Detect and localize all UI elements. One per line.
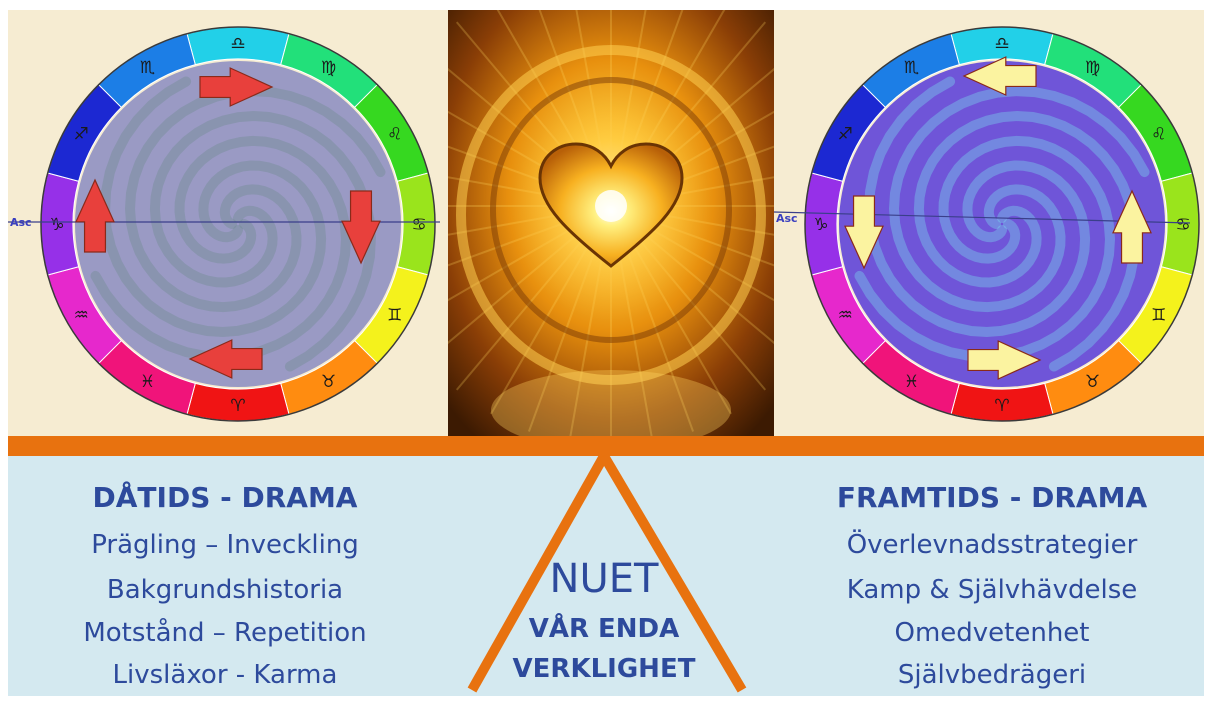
left-arrow-right xyxy=(199,67,274,107)
right-disc xyxy=(839,61,1165,387)
right-sign-glyph: ♊ xyxy=(1151,306,1166,326)
right-sign-glyph: ♈ xyxy=(994,396,1009,416)
left-sign-glyph: ♒ xyxy=(74,306,89,326)
right-sign-glyph: ♌ xyxy=(1151,125,1166,145)
left-arrow-left xyxy=(188,339,263,379)
left-sign-glyph: ♉ xyxy=(321,372,336,392)
left-sign-glyph: ♎ xyxy=(230,34,245,54)
left-sign-glyph: ♊ xyxy=(387,306,402,326)
left-arrow-down xyxy=(341,190,381,265)
right-swirl-arm xyxy=(864,76,1091,338)
right-swirl xyxy=(854,76,1150,372)
past-line-3: Motstånd – Repetition xyxy=(83,618,367,648)
now-line-1: VÅR ENDA xyxy=(528,614,680,644)
left-asc-label: Asc xyxy=(10,216,32,229)
right-arrow-right xyxy=(967,340,1042,380)
left-sign-glyph: ♍ xyxy=(321,58,336,78)
left-arrow-up xyxy=(75,178,115,253)
right-swirl-arm xyxy=(888,86,1150,313)
future-line-1: Överlevnadsstrategier xyxy=(846,530,1138,560)
right-sign-glyph: ♍ xyxy=(1085,58,1100,78)
right-swirl-arm xyxy=(913,110,1140,372)
heart-image xyxy=(448,10,774,440)
right-sign-glyph: ♏ xyxy=(904,58,919,78)
right-sign-glyph: ♐ xyxy=(838,125,853,145)
left-disc xyxy=(75,61,401,387)
left-swirl-arm xyxy=(100,76,327,338)
left-sign-glyph: ♐ xyxy=(74,125,89,145)
right-sign-glyph: ♉ xyxy=(1085,372,1100,392)
left-sign-glyph: ♋ xyxy=(411,215,426,235)
left-zodiac-wheel: ♎ ♍ ♌ ♋ ♊ ♉ ♈ ♓ ♒ ♑ ♐ ♏ Asc xyxy=(8,26,440,422)
text-panel xyxy=(8,456,1204,696)
right-asc-label: Asc xyxy=(776,212,798,225)
now-line-2: VERKLIGHET xyxy=(512,654,696,684)
top-panel: ♎ ♍ ♌ ♋ ♊ ♉ ♈ ♓ ♒ ♑ ♐ ♏ Asc xyxy=(8,10,1204,440)
right-sign-glyph: ♋ xyxy=(1175,215,1190,235)
future-line-4: Självbedrägeri xyxy=(897,660,1087,690)
left-swirl-arm xyxy=(90,135,352,362)
left-swirl-arm xyxy=(124,86,386,313)
future-line-2: Kamp & Självhävdelse xyxy=(846,575,1138,605)
right-arrow-down xyxy=(844,195,884,270)
right-swirl-arm xyxy=(854,135,1116,362)
right-arrow-up xyxy=(1112,189,1152,264)
left-sign-glyph: ♈ xyxy=(230,396,245,416)
right-sign-glyph: ♑ xyxy=(813,215,828,235)
past-line-4: Livsläxor - Karma xyxy=(112,660,338,690)
past-line-1: Prägling – Inveckling xyxy=(91,530,359,560)
left-sign-glyph: ♌ xyxy=(387,125,402,145)
now-title: NUET xyxy=(549,556,659,602)
future-line-3: Omedvetenhet xyxy=(894,618,1090,648)
right-sign-glyph: ♎ xyxy=(994,34,1009,54)
seesaw-beam xyxy=(8,436,1204,456)
right-sign-glyph: ♒ xyxy=(838,306,853,326)
left-sign-glyph: ♑ xyxy=(49,215,64,235)
past-line-2: Bakgrundshistoria xyxy=(106,575,344,605)
left-sign-glyph: ♓ xyxy=(140,372,155,392)
past-drama-title: DÅTIDS - DRAMA xyxy=(92,481,358,514)
right-sign-glyph: ♓ xyxy=(904,372,919,392)
future-drama-title: FRAMTIDS - DRAMA xyxy=(836,481,1148,514)
right-zodiac-wheel: ♎ ♍ ♌ ♋ ♊ ♉ ♈ ♓ ♒ ♑ ♐ ♏ Asc xyxy=(774,26,1200,422)
right-arrow-left xyxy=(962,56,1037,96)
left-sign-glyph: ♏ xyxy=(140,58,155,78)
